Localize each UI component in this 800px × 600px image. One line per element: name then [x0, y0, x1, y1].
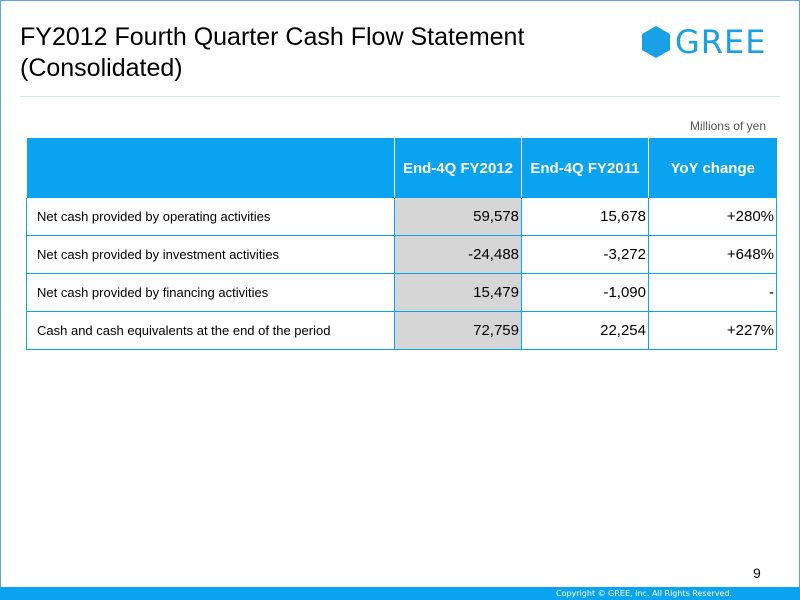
- cell-yoy: -: [648, 273, 777, 312]
- table-row: Net cash provided by financing activitie…: [26, 273, 777, 312]
- cell-fy2012: 59,578: [394, 198, 522, 236]
- table-row: Cash and cash equivalents at the end of …: [26, 311, 777, 350]
- header-cell-label: [26, 138, 395, 198]
- cell-fy2012: 15,479: [394, 273, 522, 312]
- row-label: Net cash provided by operating activitie…: [26, 198, 395, 236]
- gree-logo: GREE: [641, 22, 766, 62]
- cell-yoy: +227%: [648, 311, 777, 350]
- title-divider: [20, 96, 780, 97]
- hexagon-icon: [642, 26, 670, 58]
- cell-fy2011: -3,272: [521, 235, 649, 274]
- cell-fy2011: 15,678: [521, 198, 649, 236]
- header-cell-fy2012: End-4Q FY2012: [394, 138, 522, 198]
- page-title: FY2012 Fourth Quarter Cash Flow Statemen…: [20, 22, 620, 84]
- logo-text: GREE: [675, 23, 767, 61]
- page-title-line1: FY2012 Fourth Quarter Cash Flow Statemen…: [20, 23, 525, 51]
- cell-fy2011: -1,090: [521, 273, 649, 312]
- header-cell-fy2011: End-4Q FY2011: [521, 138, 649, 198]
- page-title-line2: (Consolidated): [20, 54, 183, 82]
- row-label: Net cash provided by financing activitie…: [26, 273, 395, 312]
- cell-fy2011: 22,254: [521, 311, 649, 350]
- table-row: Net cash provided by operating activitie…: [26, 198, 777, 236]
- cash-flow-table: End-4Q FY2012 End-4Q FY2011 YoY change N…: [26, 138, 777, 350]
- cell-fy2012: 72,759: [394, 311, 522, 350]
- header-cell-yoy: YoY change: [648, 138, 777, 198]
- table-row: Net cash provided by investment activiti…: [26, 235, 777, 274]
- cell-yoy: +648%: [648, 235, 777, 274]
- table-header-row: End-4Q FY2012 End-4Q FY2011 YoY change: [26, 138, 777, 198]
- page-number: 9: [753, 565, 761, 581]
- copyright-text: Copyright © GREE, Inc. All Rights Reserv…: [556, 589, 733, 598]
- cell-yoy: +280%: [648, 198, 777, 236]
- footer-bar: [0, 587, 800, 600]
- row-label: Cash and cash equivalents at the end of …: [26, 311, 395, 350]
- unit-label: Millions of yen: [689, 119, 766, 133]
- row-label: Net cash provided by investment activiti…: [26, 235, 395, 274]
- cell-fy2012: -24,488: [394, 235, 522, 274]
